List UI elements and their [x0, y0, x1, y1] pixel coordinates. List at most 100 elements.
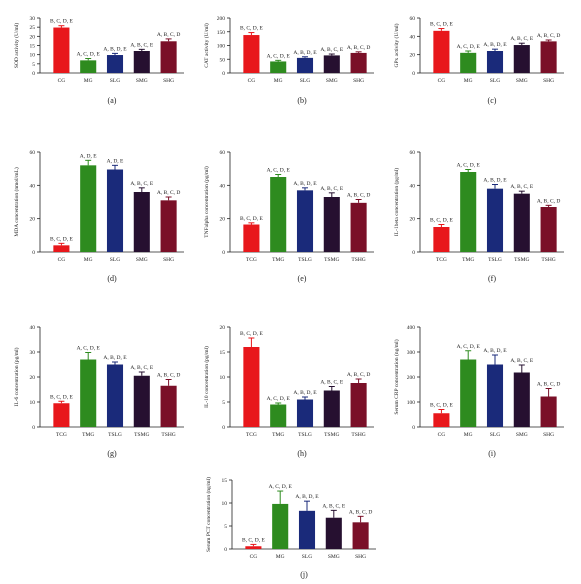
bar-cg [433, 30, 450, 73]
bar-slg [486, 51, 504, 73]
x-tick-label: TMG [272, 432, 284, 438]
significance-label: B, C, D, E [430, 22, 454, 28]
y-tick-label: 20 [220, 217, 226, 223]
bar-mg [272, 503, 289, 549]
y-tick-label: 0 [222, 250, 225, 256]
y-tick-label: 150 [217, 30, 226, 36]
significance-label: B, C, D, E [430, 218, 454, 224]
x-tick-label: TCG [436, 257, 447, 263]
significance-label: B, C, D, E [240, 216, 264, 222]
x-tick-label: SHG [355, 554, 366, 560]
bar-cg [243, 35, 260, 73]
bar-tshg [540, 207, 557, 252]
x-tick-label: MG [274, 78, 283, 84]
significance-label: A, B, C, E [320, 47, 344, 53]
x-tick-label: TSLG [298, 257, 312, 263]
y-tick-label: 40 [410, 34, 416, 40]
y-tick-label: 20 [30, 34, 36, 40]
significance-label: A, C, D, E [457, 163, 481, 169]
y-axis-label: MDA concentration (nmol/mL) [13, 167, 20, 237]
y-tick-label: 40 [30, 325, 36, 331]
x-tick-label: SHG [163, 257, 174, 263]
bar-slg [106, 169, 124, 252]
significance-label: B, C, D, E [242, 537, 266, 543]
x-tick-label: CG [250, 554, 258, 560]
chart-panel-b: 0 50 100 150 200 CAT activity (U/ml) B, C, D, … [203, 16, 374, 105]
x-tick-label: SLG [110, 78, 120, 84]
bar-tslg [296, 190, 314, 252]
chart-panel-g: 0 10 20 30 40 IL-6 concentration (pg/ml) B, C,… [13, 325, 184, 458]
significance-label: A, B, C, D [157, 373, 181, 379]
bar-tshg [160, 385, 177, 427]
bar-tcg [433, 227, 450, 252]
bar-tsmg [513, 193, 530, 252]
y-tick-label: 10 [30, 53, 36, 59]
significance-label: A, C, D, E [267, 396, 291, 402]
y-axis-label: SOD activity (U/ml) [13, 23, 20, 68]
x-tick-label: TSMG [134, 432, 149, 438]
y-tick-label: 5 [222, 400, 225, 406]
y-tick-label: 60 [220, 150, 226, 156]
y-tick-label: 50 [220, 57, 226, 63]
significance-label: A, B, C, E [130, 365, 154, 371]
panel-label: (e) [298, 274, 307, 283]
significance-label: A, C, D, E [77, 346, 101, 352]
y-tick-label: 20 [30, 375, 36, 381]
y-axis-label: GPx activity (U/ml) [393, 23, 400, 67]
x-tick-label: SHG [543, 78, 554, 84]
y-tick-label: 200 [407, 375, 416, 381]
x-tick-label: SLG [490, 78, 500, 84]
x-tick-label: TSHG [161, 432, 175, 438]
bar-tslg [296, 399, 314, 427]
significance-label: A, B, C, E [320, 380, 344, 386]
bar-cg [53, 27, 70, 73]
x-tick-label: TSLG [298, 432, 312, 438]
bar-shg [540, 41, 557, 73]
x-tick-label: MG [464, 432, 473, 438]
bar-smg [513, 372, 530, 427]
significance-label: A, B, C, E [510, 184, 534, 190]
x-tick-label: MG [84, 257, 93, 263]
y-tick-label: 10 [30, 400, 36, 406]
bar-tshg [350, 383, 367, 427]
y-tick-label: 100 [217, 44, 226, 50]
significance-label: A, B, D, E [293, 181, 317, 187]
significance-label: A, B, C, D [347, 45, 371, 51]
x-tick-label: MG [464, 78, 473, 84]
y-tick-label: 15 [220, 350, 226, 356]
y-tick-label: 5 [224, 524, 227, 530]
x-tick-label: CG [248, 78, 256, 84]
panel-label: (h) [297, 449, 307, 458]
significance-label: A, B, C, E [510, 36, 534, 42]
panel-label: (c) [488, 96, 497, 105]
y-tick-label: 60 [30, 150, 36, 156]
significance-label: A, C, D, E [457, 44, 481, 50]
x-tick-label: TSMG [324, 432, 339, 438]
y-axis-label: TNFalpha concentration (pg/ml) [203, 166, 210, 238]
panel-label: (g) [107, 449, 117, 458]
bar-mg [80, 165, 97, 252]
x-tick-label: SHG [543, 432, 554, 438]
significance-label: A, C, D, E [267, 53, 291, 59]
x-tick-label: TSHG [541, 257, 555, 263]
significance-label: B, C, D, E [50, 19, 74, 25]
x-tick-label: SHG [353, 78, 364, 84]
significance-label: A, B, C, D [157, 190, 181, 196]
x-tick-label: TSHG [351, 432, 365, 438]
significance-label: A, B, C, E [130, 42, 154, 48]
bar-tshg [350, 202, 367, 252]
bar-slg [296, 57, 314, 73]
bar-tcg [243, 224, 260, 252]
significance-label: B, C, D, E [430, 403, 454, 409]
x-tick-label: SLG [110, 257, 120, 263]
y-axis-label: IL-1beta concentration (pg/ml) [393, 168, 400, 236]
bar-slg [486, 364, 504, 427]
chart-panel-j: 0 5 10 15 Serum PCT concentration (ng/ml) B, … [205, 477, 376, 579]
x-tick-label: TMG [82, 432, 94, 438]
significance-label: A, B, D, E [483, 42, 507, 48]
y-axis-label: Serum CRP concentration (ng/ml) [393, 339, 400, 414]
significance-label: A, B, C, D [537, 33, 561, 39]
x-tick-label: CG [438, 78, 446, 84]
y-tick-label: 30 [30, 350, 36, 356]
